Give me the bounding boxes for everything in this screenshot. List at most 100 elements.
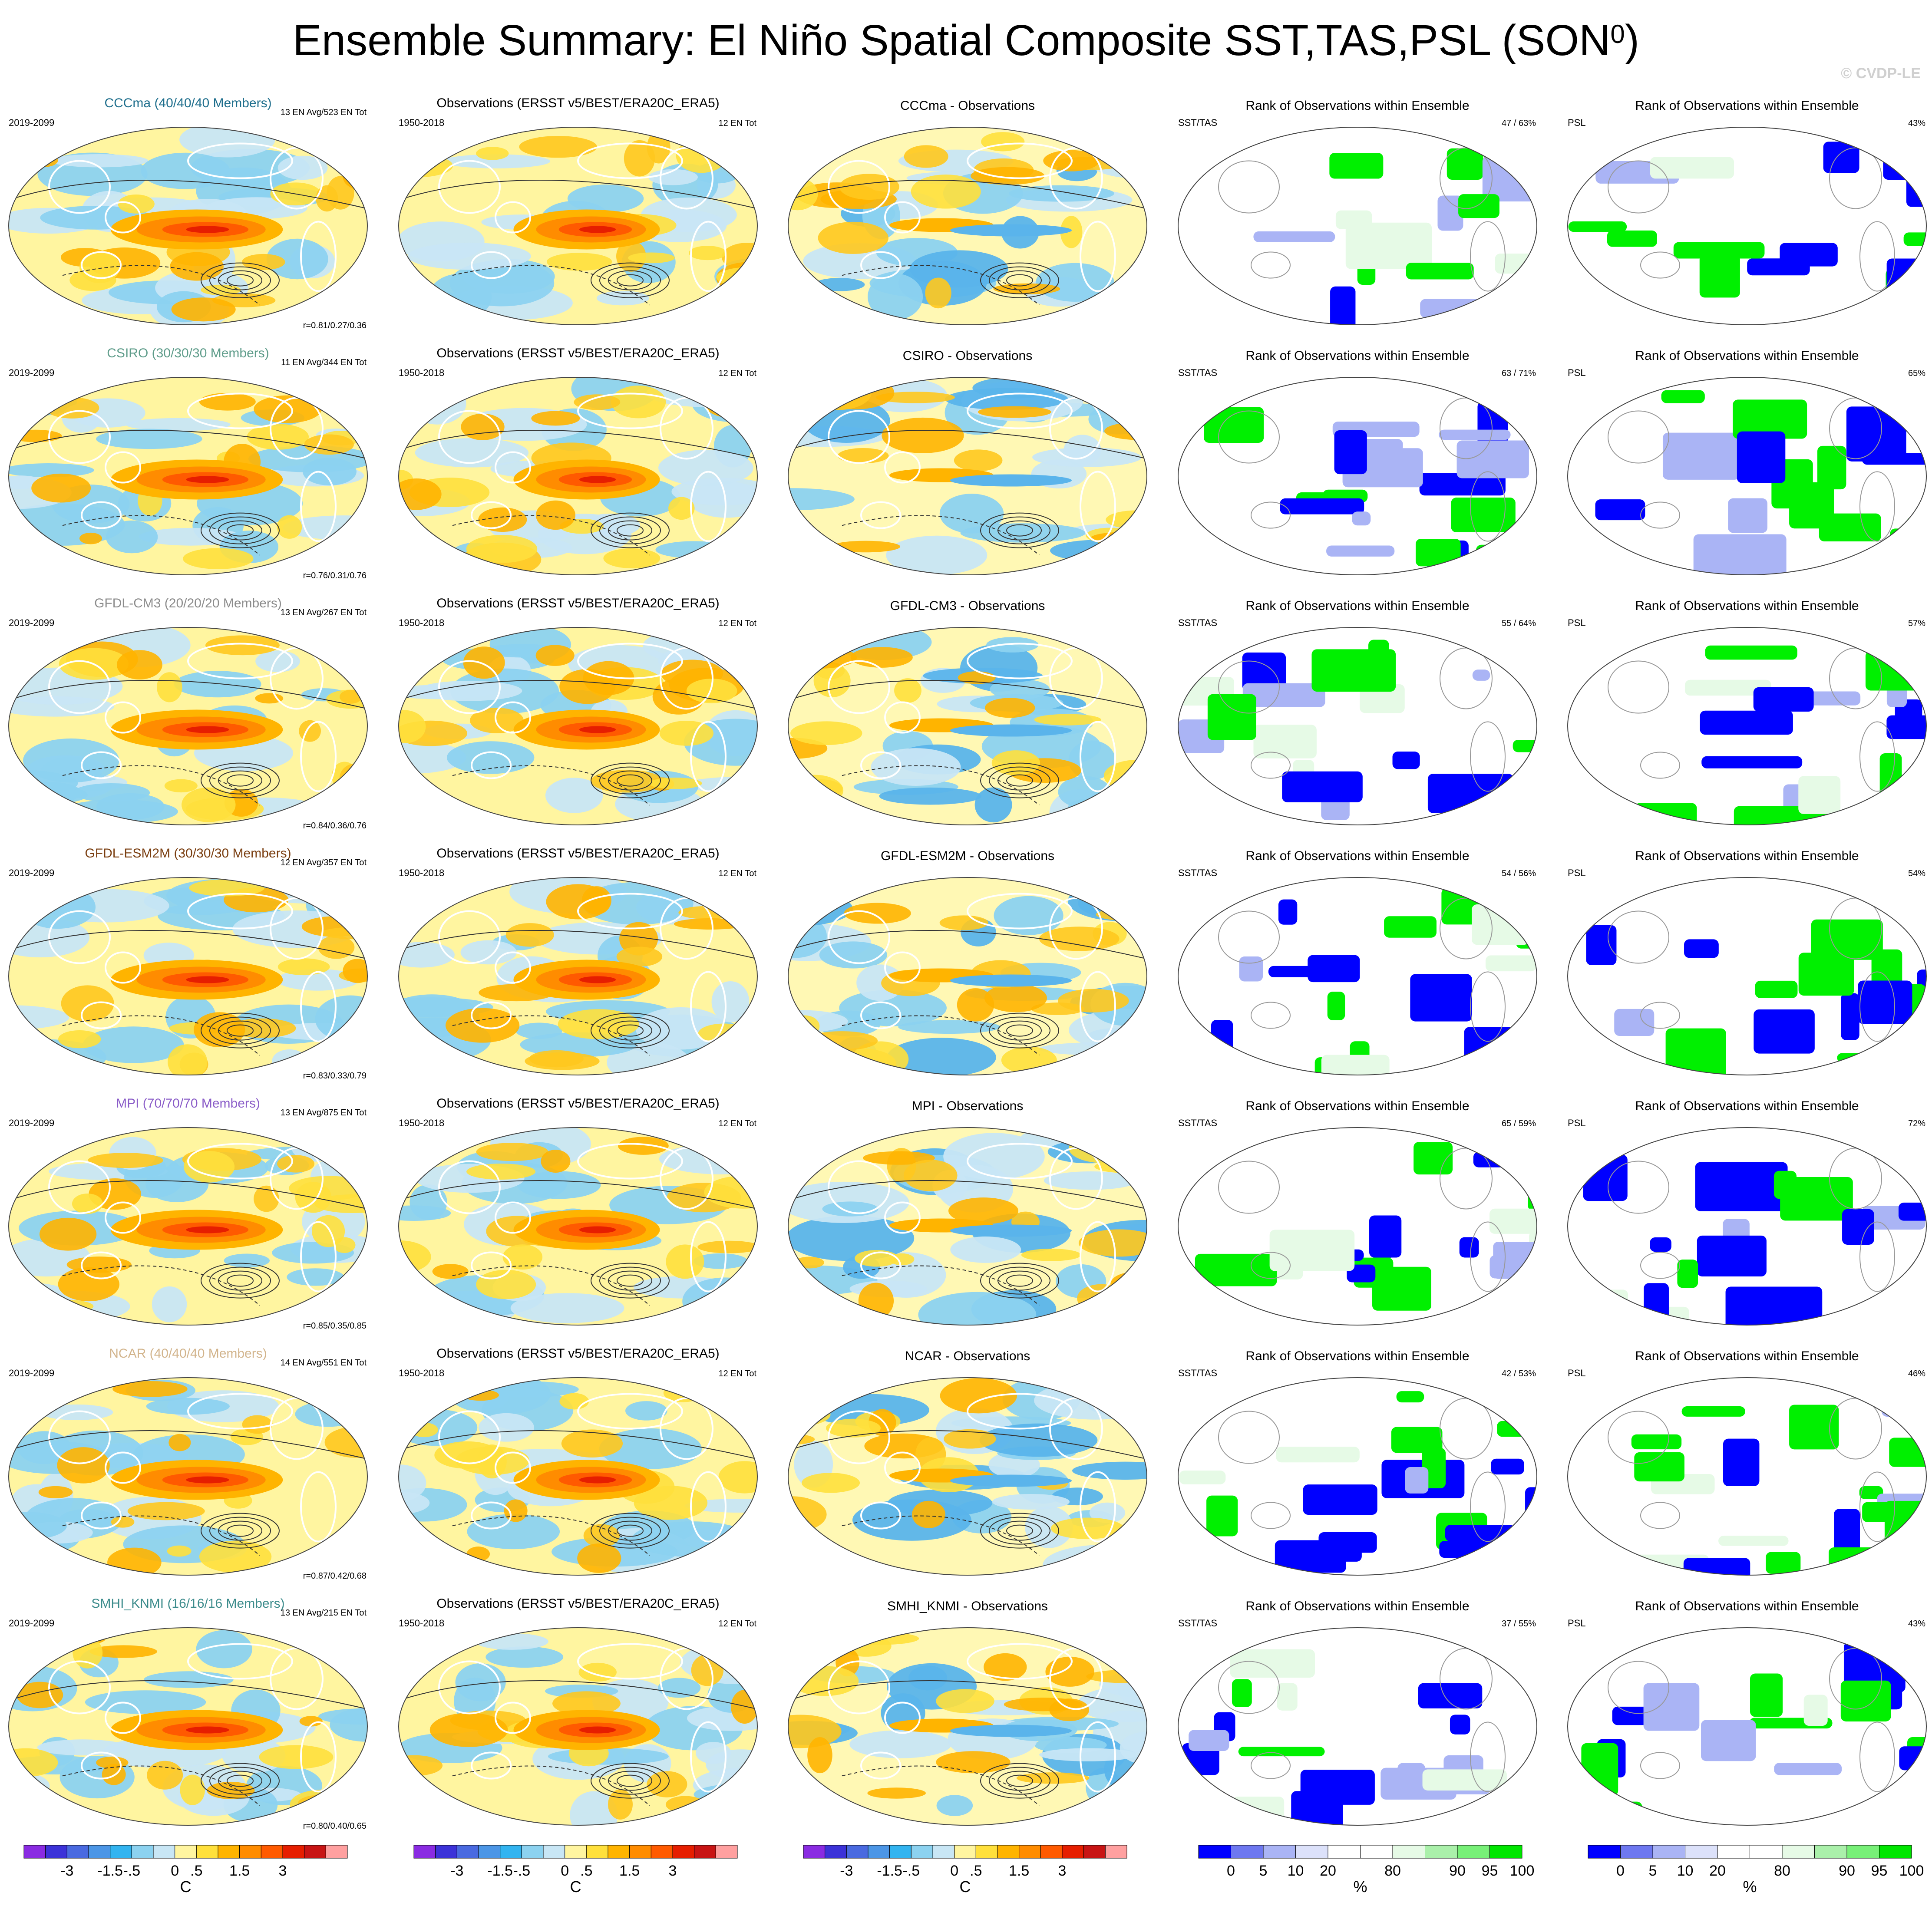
colorbar-swatch xyxy=(651,1845,673,1859)
panel-variable: SST/TAS xyxy=(1178,1618,1217,1629)
colorbar-unit: % xyxy=(1353,1878,1367,1896)
colorbar-swatch xyxy=(325,1845,348,1859)
colorbar-swatch xyxy=(23,1845,46,1859)
panel-rank-pct: 54% xyxy=(1908,869,1925,878)
colorbar-swatch xyxy=(1782,1845,1815,1859)
colorbar-swatch xyxy=(1588,1845,1621,1859)
colorbar-tick-label: 0 xyxy=(171,1863,179,1879)
panel-title: CSIRO (30/30/30 Members) xyxy=(107,346,269,360)
panel-en-info: 14 EN Avg/551 EN Tot xyxy=(281,1358,367,1368)
map-panel: Observations (ERSST v5/BEST/ERA20C_ERA5)… xyxy=(398,1596,758,1826)
panel-period: 1950-2018 xyxy=(399,1368,444,1378)
panel-variable: SST/TAS xyxy=(1178,617,1217,628)
panel-correlation: r=0.83/0.33/0.79 xyxy=(303,1071,367,1081)
colorbar-swatch xyxy=(672,1845,695,1859)
panel-title: Rank of Observations within Ensemble xyxy=(1245,349,1469,363)
panel-rank-pct: 65% xyxy=(1908,369,1925,378)
panel-title: Rank of Observations within Ensemble xyxy=(1635,349,1859,363)
colorbar-swatch xyxy=(1083,1845,1106,1859)
panel-title: Rank of Observations within Ensemble xyxy=(1245,599,1469,613)
colorbar-swatch xyxy=(45,1845,67,1859)
temp-colorbar-2: -3 -1.5 -.5 0 .5 1.5 3 C xyxy=(413,1845,738,1896)
panel-en-info: 12 EN Avg/357 EN Tot xyxy=(281,858,367,867)
colorbar-swatch xyxy=(413,1845,436,1859)
panel-variable: PSL xyxy=(1568,1118,1586,1128)
colorbar-swatch xyxy=(304,1845,326,1859)
colorbar-swatch xyxy=(803,1845,826,1859)
panel-title: Rank of Observations within Ensemble xyxy=(1635,99,1859,113)
colorbar-swatch xyxy=(1040,1845,1063,1859)
panel-title: Rank of Observations within Ensemble xyxy=(1245,849,1469,863)
colorbar-swatch xyxy=(715,1845,738,1859)
colorbar-swatch xyxy=(500,1845,522,1859)
panel-variable: SST/TAS xyxy=(1178,867,1217,878)
panel-title: NCAR (40/40/40 Members) xyxy=(109,1346,267,1361)
panel-correlation: r=0.76/0.31/0.76 xyxy=(303,571,367,580)
panel-period: 1950-2018 xyxy=(399,117,444,128)
colorbar-swatch xyxy=(435,1845,457,1859)
colorbar-tick-label: 0 xyxy=(561,1863,569,1879)
panel-variable: PSL xyxy=(1568,1368,1586,1378)
colorbar-tick-label: -.5 xyxy=(123,1863,140,1879)
panel-title: GFDL-ESM2M (30/30/30 Members) xyxy=(85,846,291,861)
map-panel: GFDL-ESM2M (30/30/30 Members) 2019-2099 12… xyxy=(8,846,368,1081)
colorbar-swatch xyxy=(196,1845,218,1859)
panel-period: 1950-2018 xyxy=(399,1118,444,1128)
panel-rank-pct: 43% xyxy=(1908,119,1925,128)
panel-title: SMHI_KNMI (16/16/16 Members) xyxy=(91,1596,284,1611)
panel-variable: SST/TAS xyxy=(1178,117,1217,128)
panel-correlation: r=0.87/0.42/0.68 xyxy=(303,1571,367,1581)
panel-title: CCCma - Observations xyxy=(900,99,1035,113)
colorbar-swatch xyxy=(521,1845,544,1859)
panel-title: Observations (ERSST v5/BEST/ERA20C_ERA5) xyxy=(436,596,719,610)
map-panel: Rank of Observations within Ensemble SST/… xyxy=(1178,99,1537,325)
panel-title: SMHI_KNMI - Observations xyxy=(887,1599,1048,1613)
panel-title: NCAR - Observations xyxy=(905,1349,1030,1363)
colorbar-swatch xyxy=(586,1845,608,1859)
panel-variable: PSL xyxy=(1568,867,1586,878)
colorbar-swatch xyxy=(1652,1845,1685,1859)
colorbar-swatch xyxy=(1105,1845,1127,1859)
map-panel: Rank of Observations within Ensemble PSL 4… xyxy=(1567,1349,1927,1576)
colorbar-swatch xyxy=(131,1845,154,1859)
temp-colorbar-1: -3 -1.5 -.5 0 .5 1.5 3 C xyxy=(23,1845,348,1896)
panel-row-ncar: NCAR (40/40/40 Members) 2019-2099 14 EN Av… xyxy=(8,1346,1927,1581)
map-panel: Rank of Observations within Ensemble SST/… xyxy=(1178,1349,1537,1576)
panel-variable: PSL xyxy=(1568,1618,1586,1629)
panel-title: Rank of Observations within Ensemble xyxy=(1635,599,1859,613)
panel-period: 1950-2018 xyxy=(399,617,444,628)
colorbar-swatch xyxy=(1489,1845,1522,1859)
colorbar-tick-label: -3 xyxy=(840,1863,853,1879)
panel-title: CCCma (40/40/40 Members) xyxy=(104,96,271,110)
map-panel: Rank of Observations within Ensemble PSL 7… xyxy=(1567,1099,1927,1326)
panel-title: Rank of Observations within Ensemble xyxy=(1635,1599,1859,1613)
map-panel: NCAR - Observations xyxy=(788,1349,1147,1576)
colorbar-tick-label: 3 xyxy=(1058,1863,1067,1879)
panel-period: 2019-2099 xyxy=(9,367,54,378)
colorbar-tick-label: 90 xyxy=(1449,1863,1466,1879)
colorbar-swatch xyxy=(543,1845,565,1859)
map-panel: Observations (ERSST v5/BEST/ERA20C_ERA5)… xyxy=(398,346,758,575)
colorbar-swatch xyxy=(1392,1845,1425,1859)
colorbar-swatch xyxy=(1685,1845,1718,1859)
map-panel: GFDL-ESM2M - Observations xyxy=(788,849,1147,1075)
colorbar-unit: C xyxy=(570,1878,581,1896)
panel-rank-pct: 57% xyxy=(1908,619,1925,628)
panel-title: GFDL-CM3 - Observations xyxy=(890,599,1045,613)
colorbar-tick-label: -1.5 xyxy=(877,1863,902,1879)
panel-row-cccma: CCCma (40/40/40 Members) 2019-2099 13 EN A… xyxy=(8,96,1927,330)
panel-title: Rank of Observations within Ensemble xyxy=(1245,99,1469,113)
colorbar-tick-label: 3 xyxy=(279,1863,287,1879)
map-panel: Rank of Observations within Ensemble PSL 5… xyxy=(1567,849,1927,1075)
panel-rank-pct: 63 / 71% xyxy=(1502,369,1536,378)
panel-title: Rank of Observations within Ensemble xyxy=(1245,1099,1469,1113)
map-panel: GFDL-CM3 (20/20/20 Members) 2019-2099 13 E… xyxy=(8,596,368,831)
colorbar-tick-label: 90 xyxy=(1839,1863,1855,1879)
panel-period: 1950-2018 xyxy=(399,867,444,878)
colorbar-tick-label: -.5 xyxy=(513,1863,530,1879)
panel-title: Rank of Observations within Ensemble xyxy=(1635,1349,1859,1363)
map-panel: Observations (ERSST v5/BEST/ERA20C_ERA5)… xyxy=(398,846,758,1075)
colorbar-tick-label: -.5 xyxy=(902,1863,920,1879)
panel-en-info: 12 EN Tot xyxy=(719,1119,757,1128)
